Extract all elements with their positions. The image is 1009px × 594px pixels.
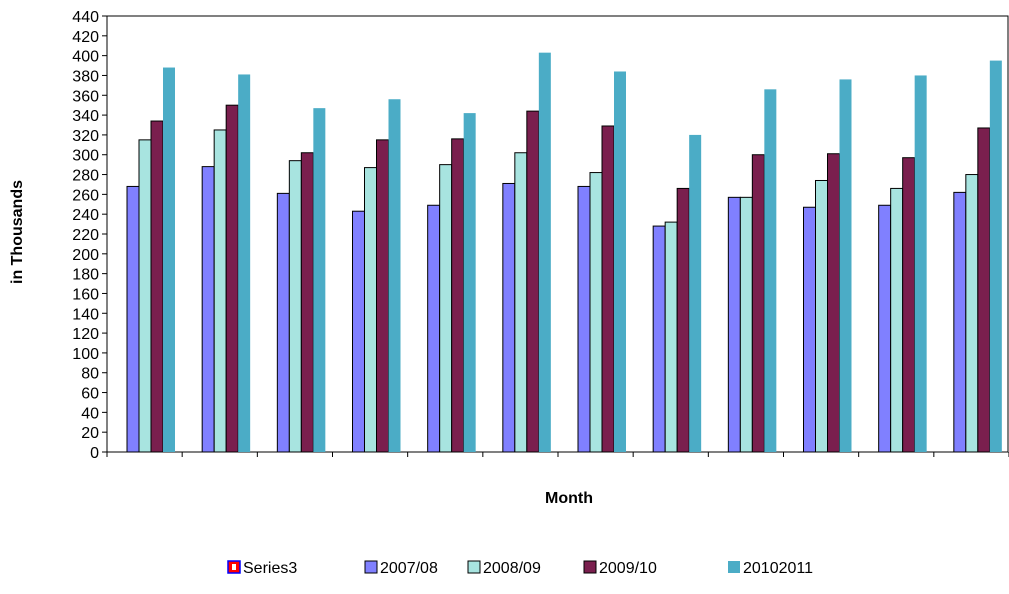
legend-item: 2007/08 (364, 560, 438, 577)
bar (589, 172, 603, 453)
y-tick-label: 100 (72, 346, 99, 363)
legend-item: 20102011 (728, 560, 813, 577)
legend-label: 2008/09 (483, 560, 541, 577)
y-tick-label: 440 (72, 9, 99, 26)
bar (727, 196, 741, 453)
bar (902, 157, 916, 453)
bar (288, 160, 302, 453)
bar (652, 225, 666, 453)
y-tick-label: 160 (72, 286, 99, 303)
bar (839, 79, 852, 452)
bar (163, 67, 175, 452)
y-tick-label: 360 (72, 88, 99, 105)
y-tick-label: 320 (72, 128, 99, 145)
bar (676, 187, 690, 453)
legend-label: Series3 (243, 560, 297, 577)
bar (388, 99, 401, 453)
bar (803, 206, 816, 453)
bar (126, 185, 140, 453)
plot-area (106, 15, 1009, 453)
bar (878, 204, 892, 453)
bar (213, 129, 227, 453)
bar (739, 196, 753, 453)
legend-swatch (364, 560, 378, 574)
bar (751, 154, 765, 453)
bar (989, 60, 1002, 452)
y-tick-label: 400 (72, 49, 99, 66)
legend-item: 2009/10 (583, 560, 657, 577)
legend-swatch-mark (232, 564, 236, 570)
bar (451, 138, 465, 453)
bar (138, 139, 152, 453)
bar (890, 187, 904, 453)
legend-swatch (583, 560, 597, 574)
legend-label: 2007/08 (380, 560, 438, 577)
bar (514, 152, 528, 453)
legend-item: Series3 (227, 560, 297, 577)
bar (538, 52, 551, 452)
x-axis-title: Month (545, 490, 593, 507)
bar (352, 210, 365, 453)
bar (427, 204, 441, 453)
bar (225, 104, 239, 453)
y-tick-label: 420 (72, 29, 99, 46)
y-tick-label: 60 (81, 386, 99, 403)
bar (977, 127, 991, 453)
y-tick-label: 260 (72, 187, 99, 204)
bar (376, 139, 389, 453)
bar (238, 74, 251, 453)
y-tick-label: 200 (72, 247, 99, 264)
bar (526, 110, 540, 453)
bar (577, 185, 591, 453)
bar (965, 174, 979, 453)
legend-swatch (467, 560, 481, 574)
bar (764, 89, 777, 452)
bar (914, 75, 927, 453)
y-tick-label: 220 (72, 227, 99, 244)
bar (689, 134, 702, 452)
bar (150, 120, 164, 453)
bar (827, 153, 840, 453)
bar (601, 125, 615, 453)
legend-item: 2008/09 (467, 560, 541, 577)
bar (502, 182, 516, 453)
y-tick-label: 140 (72, 306, 99, 323)
y-tick-label: 300 (72, 148, 99, 165)
bar (463, 113, 476, 452)
y-tick-label: 340 (72, 108, 99, 125)
legend-label: 2009/10 (599, 560, 657, 577)
bar (300, 152, 314, 453)
y-tick-label: 20 (81, 425, 99, 442)
y-tick-label: 40 (81, 405, 99, 422)
bar (664, 221, 678, 453)
y-tick-label: 180 (72, 267, 99, 284)
bar (201, 166, 215, 453)
legend: Series3 2007/08 2008/09 2009/10 20102011 (227, 560, 813, 577)
y-tick-label: 280 (72, 168, 99, 185)
y-tick-label: 0 (90, 445, 99, 462)
y-axis-title: in Thousands (9, 180, 26, 284)
bar (815, 179, 828, 453)
y-tick-label: 120 (72, 326, 99, 343)
y-tick-label: 80 (81, 366, 99, 383)
legend-swatch (728, 561, 740, 573)
bar (953, 191, 967, 453)
y-tick-label: 240 (72, 207, 99, 224)
bar (439, 164, 453, 453)
y-tick-label: 380 (72, 68, 99, 85)
legend-label: 20102011 (743, 560, 813, 577)
bar (364, 167, 377, 453)
y-axis: 0 20 40 60 80 100 120 140 160 180 200 220 240 260 280 3… (72, 9, 107, 462)
bar (276, 192, 290, 453)
bar (614, 71, 626, 452)
x-axis (106, 452, 1009, 457)
bar (313, 108, 326, 453)
